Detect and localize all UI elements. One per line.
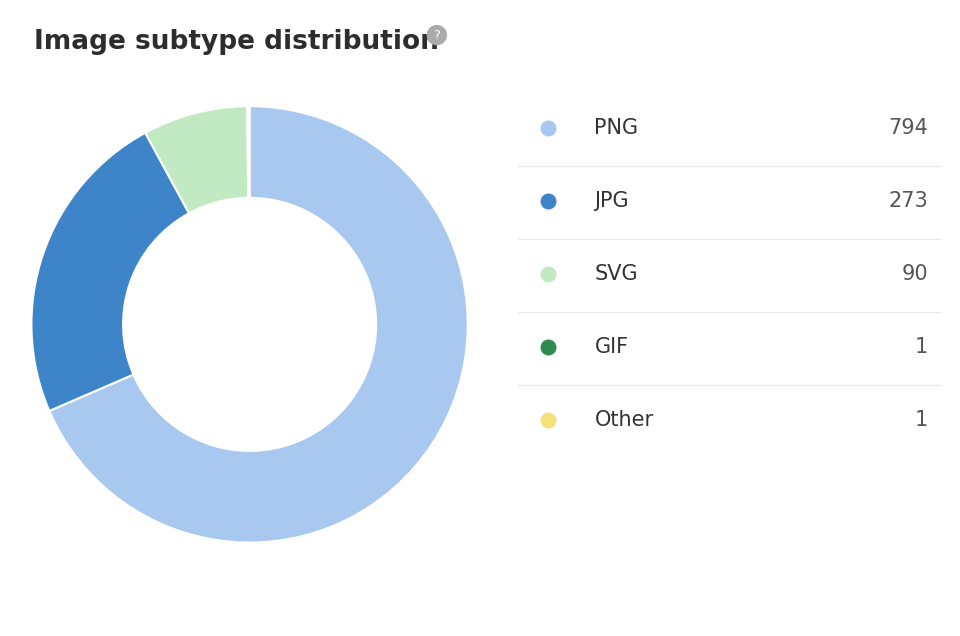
Text: ?: ? — [433, 29, 441, 41]
Text: 1: 1 — [915, 338, 928, 357]
Text: Other: Other — [594, 410, 654, 431]
Wedge shape — [49, 106, 468, 543]
Point — [540, 415, 556, 425]
Wedge shape — [249, 106, 250, 198]
Point — [540, 342, 556, 352]
Text: 273: 273 — [888, 191, 928, 211]
Text: SVG: SVG — [594, 265, 638, 284]
Text: PNG: PNG — [594, 118, 638, 139]
Text: Image subtype distribution: Image subtype distribution — [34, 29, 439, 55]
Wedge shape — [248, 106, 249, 198]
Text: 1: 1 — [915, 410, 928, 431]
Text: 90: 90 — [901, 265, 928, 284]
Wedge shape — [145, 106, 249, 213]
Text: GIF: GIF — [594, 338, 629, 357]
Text: 794: 794 — [888, 118, 928, 139]
Point — [540, 123, 556, 134]
Text: JPG: JPG — [594, 191, 629, 211]
Point — [540, 269, 556, 279]
Wedge shape — [32, 133, 189, 411]
Point — [540, 197, 556, 207]
